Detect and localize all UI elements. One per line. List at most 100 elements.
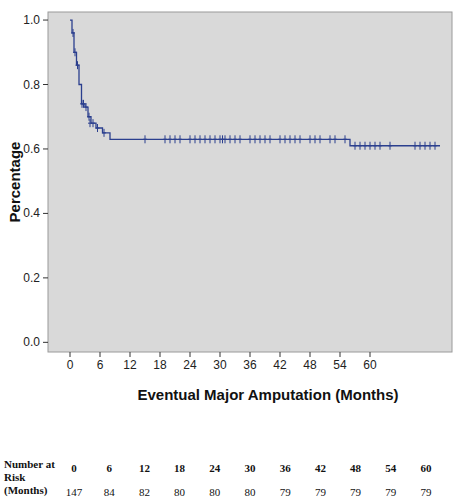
censor-mark [333,135,337,143]
chart: 0.00.20.40.60.81.006121824303642485460Pe… [0,0,456,503]
censor-mark [168,135,172,143]
censor-mark [318,135,322,143]
censor-mark [253,135,257,143]
risk-table-label: Risk [4,471,26,483]
censor-mark [373,142,377,150]
x-tick-label: 24 [183,358,197,372]
censor-mark [198,135,202,143]
risk-table-count: 80 [209,486,221,498]
censor-mark [178,135,182,143]
y-tick-label: 0.2 [23,271,40,285]
censor-mark [378,142,382,150]
censor-mark [223,135,227,143]
censor-mark [278,135,282,143]
censor-mark [413,142,417,150]
x-tick-label: 6 [97,358,104,372]
y-tick [43,20,48,21]
censor-mark [213,135,217,143]
censor-mark [308,135,312,143]
censor-mark [143,135,147,143]
censor-mark [84,103,88,111]
censor-mark [193,135,197,143]
censor-mark [71,29,75,37]
y-axis-label: Percentage [6,142,23,223]
risk-table-time: 48 [350,462,362,474]
risk-table-time: 30 [245,462,257,474]
x-tick-label: 48 [303,358,317,372]
censor-mark [238,135,242,143]
censor-mark [343,135,347,143]
x-tick [130,352,131,357]
risk-table-count: 79 [421,486,433,498]
censor-mark [368,142,372,150]
censor-mark [433,142,437,150]
x-tick-label: 54 [333,358,347,372]
censor-mark [313,135,317,143]
censor-mark [423,142,427,150]
x-tick [100,352,101,357]
risk-table-count: 84 [104,486,116,498]
y-tick [43,342,48,343]
y-tick [43,277,48,278]
y-tick-label: 0.8 [23,78,40,92]
censor-mark [293,135,297,143]
censor-mark [188,135,192,143]
y-tick-label: 1.0 [23,13,40,27]
x-tick [280,352,281,357]
censor-mark [428,142,432,150]
censor-mark [418,142,422,150]
censor-mark [263,135,267,143]
risk-table-time: 54 [385,462,397,474]
risk-table-label: Number at [4,458,55,470]
risk-table-count: 79 [385,486,397,498]
x-tick [190,352,191,357]
x-tick-label: 42 [273,358,287,372]
censor-mark [228,135,232,143]
page: {"chart_data": { "type": "line", "y_labe… [0,0,456,503]
risk-table-time: 0 [71,462,77,474]
risk-table-count: 79 [315,486,327,498]
x-tick-label: 12 [123,358,137,372]
censor-mark [203,135,207,143]
x-tick-label: 36 [243,358,257,372]
marks [70,20,440,150]
risk-table-count: 80 [245,486,257,498]
x-tick [250,352,251,357]
y-tick-label: 0.6 [23,142,40,156]
censor-mark [298,135,302,143]
censor-mark [76,61,80,69]
censor-mark [163,135,167,143]
censor-mark [388,142,392,150]
x-axis-label: Eventual Major Amputation (Months) [137,386,398,403]
risk-table-time: 42 [315,462,327,474]
censor-mark [173,135,177,143]
risk-table-count: 79 [280,486,292,498]
censor-mark [353,142,357,150]
censor-mark [102,129,106,137]
censor-mark [96,124,100,132]
censor-mark [288,135,292,143]
risk-table-time: 60 [421,462,433,474]
censor-mark [91,119,95,127]
risk-table-label: (Months) [4,484,48,497]
survival-curve [70,20,440,146]
y-tick-label: 0.4 [23,206,40,220]
risk-table-time: 6 [106,462,112,474]
censor-mark [258,135,262,143]
x-tick [160,352,161,357]
x-tick-label: 18 [153,358,167,372]
censor-mark [358,142,362,150]
x-tick-label: 0 [67,358,74,372]
y-tick-label: 0.0 [23,335,40,349]
risk-table-count: 80 [174,486,186,498]
risk-table-time: 18 [174,462,186,474]
x-tick [220,352,221,357]
censor-mark [283,135,287,143]
censor-mark [233,135,237,143]
x-tick [70,352,71,357]
censor-mark [73,48,77,56]
censor-mark [363,142,367,150]
x-tick [310,352,311,357]
risk-table-count: 82 [139,486,150,498]
y-tick [43,213,48,214]
